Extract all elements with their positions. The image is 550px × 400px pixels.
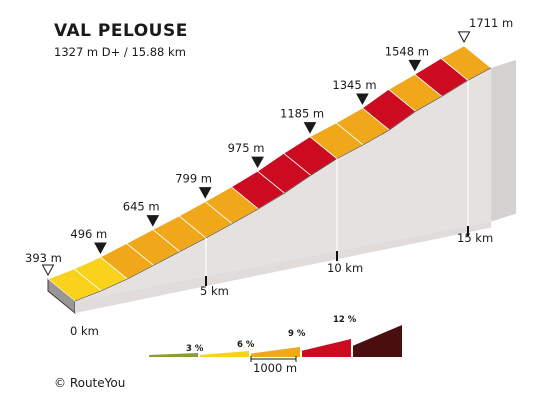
legend-swatch bbox=[251, 347, 300, 357]
altitude-marker bbox=[146, 215, 160, 227]
legend-swatch bbox=[149, 353, 198, 357]
altitude-marker bbox=[198, 187, 212, 199]
altitude-label: 799 m bbox=[175, 172, 212, 186]
altitude-label: 1345 m bbox=[332, 78, 376, 92]
altitude-label: 1548 m bbox=[385, 44, 429, 58]
legend-swatch bbox=[200, 351, 249, 357]
legend-swatch bbox=[302, 339, 351, 357]
legend-grade-label: 9 % bbox=[288, 329, 306, 339]
altitude-label: 975 m bbox=[228, 141, 265, 155]
legend-grade-label: 6 % bbox=[237, 340, 255, 350]
altitude-label: 645 m bbox=[123, 200, 160, 214]
route-summary: 1327 m D+ / 15.88 km bbox=[54, 45, 186, 59]
legend-swatch bbox=[353, 325, 402, 357]
profile-end-face bbox=[491, 59, 517, 222]
legend-grade-label: 3 % bbox=[186, 344, 204, 354]
altitude-label: 1185 m bbox=[280, 107, 324, 121]
profile-base-front bbox=[75, 221, 492, 313]
altitude-label: 1711 m bbox=[469, 16, 513, 30]
altitude-label: 496 m bbox=[70, 227, 107, 241]
km-tick-label: 0 km bbox=[70, 324, 99, 338]
altitude-marker bbox=[408, 59, 422, 72]
profile-front-edge bbox=[74, 67, 492, 302]
legend-grade-label: 12 % bbox=[333, 315, 357, 325]
profile-wall bbox=[75, 67, 492, 301]
km-tick-label: 5 km bbox=[200, 284, 229, 298]
altitude-marker bbox=[251, 156, 264, 169]
copyright-text: © RouteYou bbox=[54, 376, 126, 390]
altitude-marker bbox=[94, 242, 107, 255]
endpoint-marker bbox=[41, 264, 55, 277]
km-tick-label: 15 km bbox=[457, 231, 493, 245]
scale-bar-label: 1000 m bbox=[253, 361, 297, 375]
route-title: VAL PELOUSE bbox=[54, 21, 188, 41]
altitude-label: 393 m bbox=[25, 251, 62, 265]
km-tick-label: 10 km bbox=[327, 261, 363, 275]
altitude-marker bbox=[303, 122, 317, 134]
altitude-marker bbox=[356, 93, 369, 106]
endpoint-marker bbox=[457, 31, 471, 43]
